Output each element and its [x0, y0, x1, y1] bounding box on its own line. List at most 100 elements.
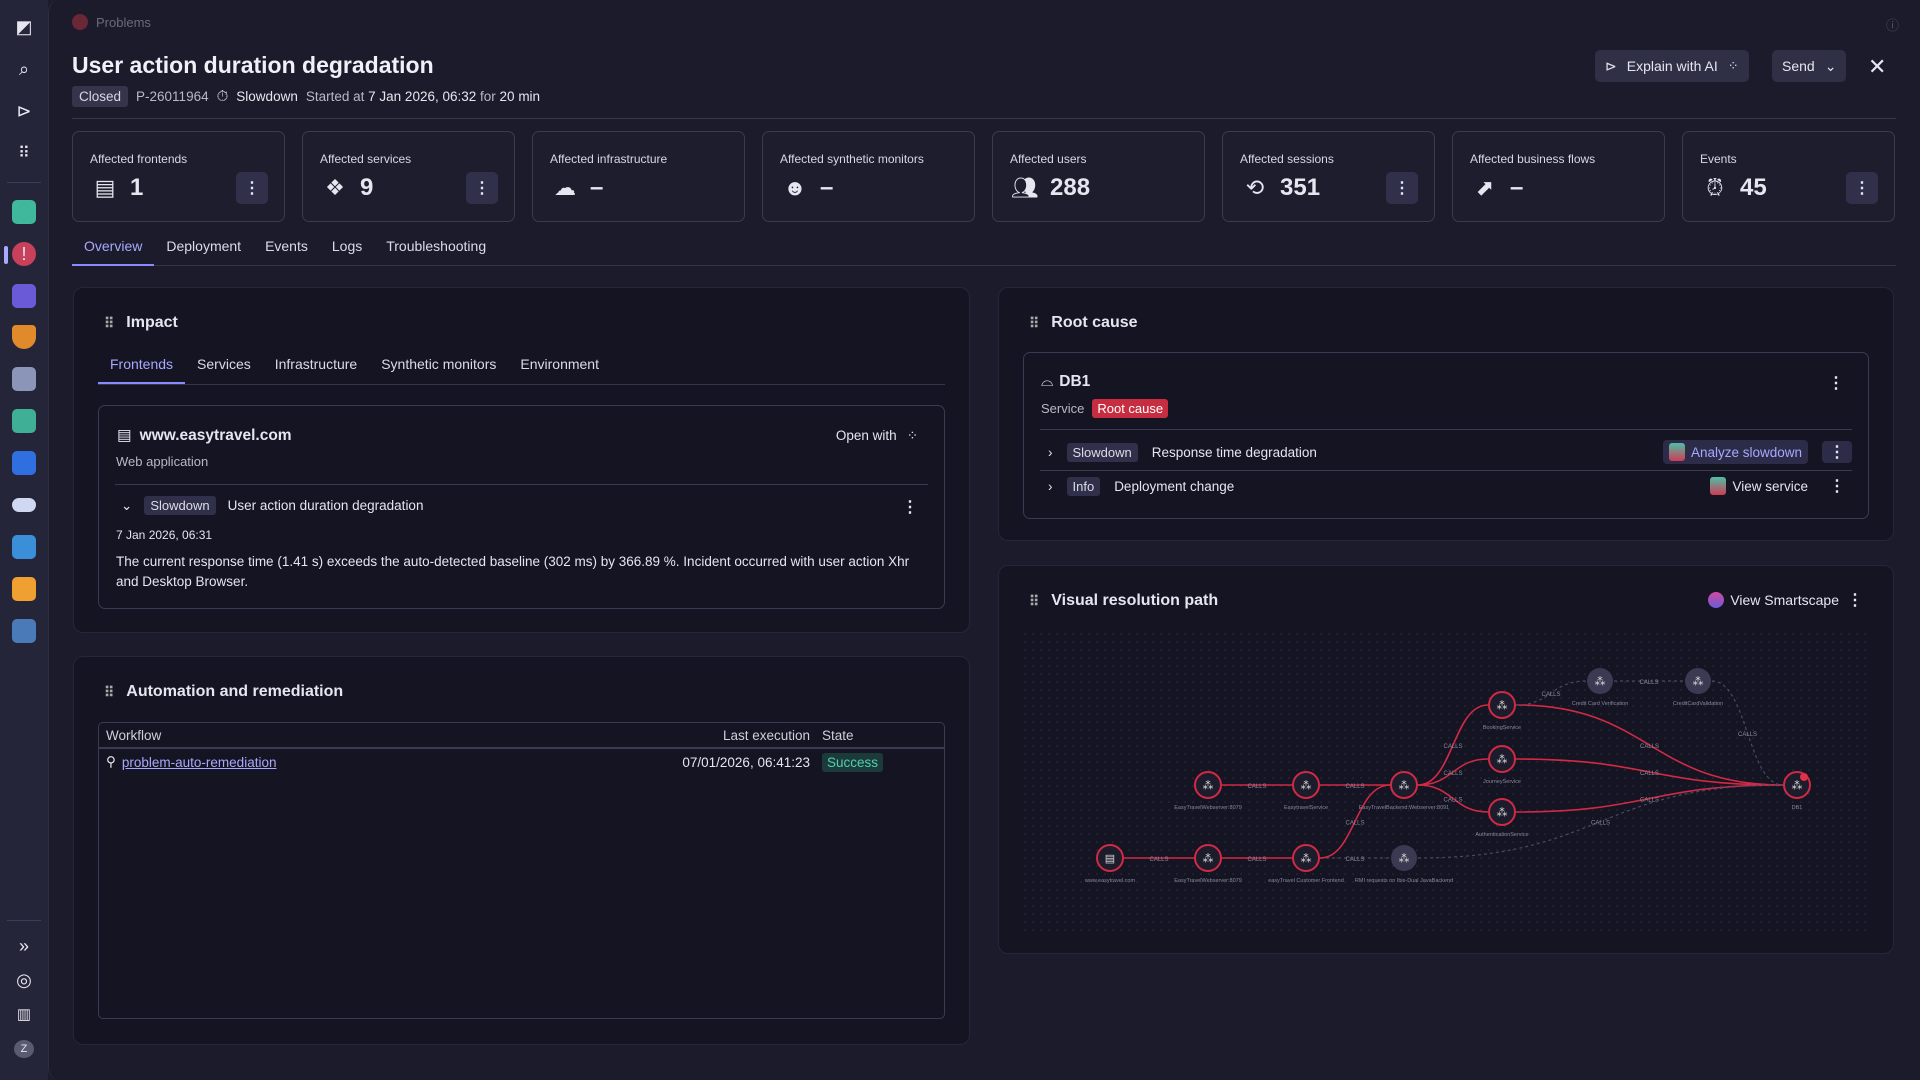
kpi-more-button[interactable]: ⋮ [1386, 172, 1418, 204]
kpi-more-button[interactable]: ⋮ [1846, 172, 1878, 204]
problems-app-icon[interactable]: ! [12, 242, 36, 266]
smartscape-app-icon[interactable] [12, 409, 36, 433]
apps-grid-icon[interactable]: ⠿ [18, 145, 30, 162]
event-more-button[interactable]: ⋮ [902, 499, 918, 516]
dynatrace-logo-icon[interactable]: ◩ [15, 16, 33, 37]
expand-sidebar-icon[interactable]: » [18, 935, 29, 956]
drag-handle-icon[interactable]: ⠿ [104, 314, 114, 331]
help-lifebuoy-icon[interactable]: ◎ [16, 969, 32, 990]
graph-node[interactable]: ⁂ BookingService [1483, 691, 1521, 731]
graph-node[interactable]: ⁂ RMI requests on Ibis-Dual JavaBackend [1355, 845, 1453, 884]
settings-app-icon[interactable] [12, 577, 36, 601]
send-button[interactable]: Send ⌄ [1772, 50, 1847, 82]
graph-node[interactable]: ▤ www.easytravel.com [1084, 844, 1136, 884]
chevron-right-icon[interactable]: › [1048, 444, 1053, 460]
root-cause-row[interactable]: › Info Deployment change View service ⋮ [1048, 473, 1852, 499]
kpi-card[interactable]: Affected frontends ▤ 1 ⋮ [72, 131, 285, 222]
cloud-app-icon[interactable] [12, 498, 36, 512]
kpi-card[interactable]: Affected infrastructure ☁ – [532, 131, 745, 222]
tab-events[interactable]: Events [265, 238, 308, 254]
impact-tab-frontends[interactable]: Frontends [98, 352, 186, 384]
kpi-card[interactable]: Affected sessions ⟲ 351 ⋮ [1222, 131, 1435, 222]
play-circle-icon[interactable]: ⊳ [16, 100, 32, 121]
panel-more-button[interactable]: ⋮ [1847, 592, 1863, 609]
usage-chart-icon[interactable]: ▥ [16, 1006, 32, 1023]
row-more-button[interactable]: ⋮ [1829, 478, 1845, 495]
graph-node[interactable]: ⁂ EasytravelService [1284, 771, 1328, 811]
kpi-card[interactable]: Affected business flows ⬈ – [1452, 131, 1665, 222]
open-with-button[interactable]: Open with ⁘ [836, 428, 918, 444]
event-title: User action duration degradation [227, 498, 424, 513]
kpi-card[interactable]: Affected services ❖ 9 ⋮ [302, 131, 515, 222]
tab-troubleshooting[interactable]: Troubleshooting [386, 238, 487, 254]
kpi-row: Affected frontends ▤ 1 ⋮ Affected services ❖ 9… [72, 131, 1895, 222]
col-state[interactable]: State [822, 727, 854, 743]
kubernetes-app-icon[interactable] [12, 451, 36, 475]
drag-handle-icon[interactable]: ⠿ [104, 683, 114, 700]
node-label: AuthenticationService [1475, 832, 1528, 838]
cloud-infrastructure-icon: ☁ [554, 175, 576, 200]
graph-node[interactable]: ⁂ CreditCardValidation [1673, 668, 1723, 707]
graph-node[interactable]: ⁂ EasyTravelWebserver:8079 [1174, 844, 1242, 884]
tab-deployment[interactable]: Deployment [166, 238, 242, 254]
user-avatar[interactable]: Z [14, 1040, 34, 1058]
kpi-card[interactable]: Affected users 👥︎ 288 [992, 131, 1205, 222]
col-last-execution[interactable]: Last execution [722, 727, 810, 743]
workflow-icon: ⚲ [106, 754, 116, 769]
drag-handle-icon[interactable]: ⠿ [1029, 592, 1039, 609]
infrastructure-app-icon[interactable] [12, 535, 36, 559]
chevron-right-icon[interactable]: › [1048, 478, 1053, 494]
dashboards-app-icon[interactable] [12, 200, 36, 224]
workflow-link[interactable]: problem-auto-remediation [121, 754, 277, 770]
kpi-value: – [1510, 174, 1524, 201]
col-workflow[interactable]: Workflow [106, 727, 162, 743]
graph-node[interactable]: ⁂ Credit Card Verification [1572, 668, 1629, 707]
kpi-card[interactable]: Events ⏰︎ 45 ⋮ [1682, 131, 1895, 222]
impact-tab-synthetic-monitors[interactable]: Synthetic monitors [381, 356, 497, 372]
node-circle [1391, 845, 1417, 871]
kpi-label: Affected frontends [90, 152, 188, 166]
service-icon: ⁂ [1497, 807, 1508, 819]
entity-more-button[interactable]: ⋮ [1828, 375, 1844, 392]
workflow-table: Workflow Last execution State ⚲ problem-aut… [98, 722, 945, 1019]
graph-node[interactable]: ⁂ EasyTravelBackend:Webserver:8091 [1359, 771, 1450, 811]
explain-with-ai-button[interactable]: ⊳ Explain with AI ⁘ [1595, 50, 1749, 82]
impact-tab-infrastructure[interactable]: Infrastructure [274, 356, 358, 372]
help-icon[interactable]: ⓘ [1886, 18, 1900, 33]
drag-handle-icon[interactable]: ⠿ [1029, 314, 1039, 331]
node-label: EasytravelService [1284, 805, 1328, 811]
kpi-more-button[interactable]: ⋮ [466, 172, 498, 204]
graph-node[interactable]: ⁂ JourneyService [1483, 745, 1521, 785]
entity-name[interactable]: DB1 [1059, 373, 1091, 390]
kpi-value: 351 [1280, 174, 1321, 201]
databases-app-icon[interactable] [12, 619, 36, 643]
graph-node[interactable]: ⁂ AuthenticationService [1475, 798, 1529, 838]
root-cause-row[interactable]: › Slowdown Response time degradation Analy… [1048, 439, 1852, 465]
tab-overview[interactable]: Overview [72, 236, 155, 266]
impact-tab-services[interactable]: Services [197, 356, 251, 372]
analyze-slowdown-button[interactable]: Analyze slowdown [1662, 440, 1808, 464]
graph-node[interactable]: ⁂ EasyTravelWebserver:8079 [1174, 771, 1242, 811]
row-text: Deployment change [1114, 478, 1235, 494]
resolution-graph[interactable]: CALLS CALLS CALLS CALLS CALLS CALLS CALLS CALLS… [1023, 632, 1869, 932]
app-sidebar: ◩ ⌕ ⊳ ⠿ ! » ◎ ▥ Z [0, 0, 48, 1080]
node-label: www.easytravel.com [1084, 878, 1136, 884]
breadcrumb[interactable]: Problems [72, 14, 151, 30]
workflows-app-icon[interactable] [12, 284, 36, 308]
graph-node[interactable]: ⁂ easyTravel Customer Frontend [1268, 844, 1344, 884]
security-app-icon[interactable] [12, 325, 36, 349]
entity-name[interactable]: www.easytravel.com [139, 426, 292, 444]
services-app-icon[interactable] [12, 367, 36, 391]
chevron-down-icon[interactable]: ⌄ [121, 497, 133, 513]
kpi-more-button[interactable]: ⋮ [236, 172, 268, 204]
row-more-button[interactable]: ⋮ [1822, 441, 1852, 463]
close-icon[interactable]: ✕ [1868, 54, 1887, 79]
view-smartscape-button[interactable]: View Smartscape [1708, 592, 1839, 608]
service-icon: ⁂ [1595, 676, 1606, 688]
view-service-button[interactable]: View service [1710, 477, 1808, 495]
kpi-card[interactable]: Affected synthetic monitors ☻ – [762, 131, 975, 222]
search-icon[interactable]: ⌕ [18, 58, 30, 79]
tab-logs[interactable]: Logs [331, 238, 363, 254]
edge-label: CALLS [1639, 680, 1658, 686]
impact-tab-environment[interactable]: Environment [520, 356, 599, 372]
